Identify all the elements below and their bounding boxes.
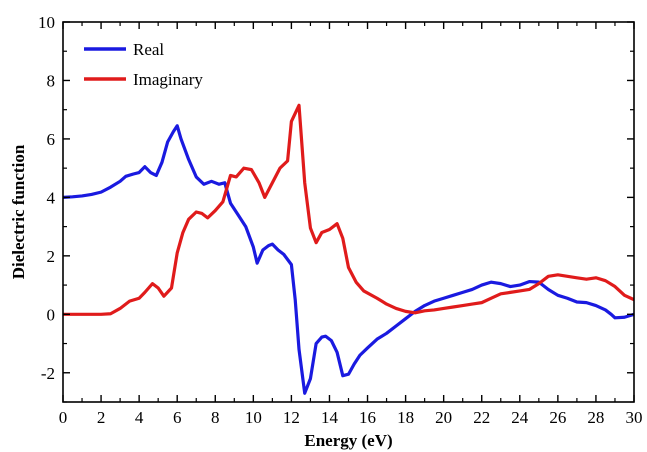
y-tick-label: 8	[47, 71, 56, 90]
x-tick-label: 6	[173, 408, 182, 427]
x-tick-label: 0	[59, 408, 68, 427]
x-tick-label: 10	[245, 408, 262, 427]
x-tick-label: 26	[549, 408, 566, 427]
x-tick-label: 4	[135, 408, 144, 427]
series-line-imaginary	[63, 103, 634, 316]
x-tick-label: 8	[211, 408, 220, 427]
plot-frame	[62, 21, 635, 403]
x-tick-label: 2	[97, 408, 106, 427]
legend: Real Imaginary	[84, 40, 203, 89]
y-tick-label: 4	[47, 188, 56, 207]
x-tick-label: 24	[511, 408, 529, 427]
y-tick-label: -2	[41, 364, 55, 383]
x-tick-label: 16	[359, 408, 376, 427]
x-tick-label: 22	[473, 408, 490, 427]
y-tick-label: 0	[47, 305, 56, 324]
x-tick-label: 12	[283, 408, 300, 427]
x-tick-label: 14	[321, 408, 339, 427]
legend-label-real: Real	[133, 40, 164, 59]
x-tick-label: 30	[626, 408, 643, 427]
y-tick-label: 6	[47, 130, 56, 149]
x-tick-label: 28	[587, 408, 604, 427]
series-layer	[63, 103, 634, 395]
legend-label-imaginary: Imaginary	[133, 70, 203, 89]
x-axis-title: Energy (eV)	[304, 431, 392, 450]
y-tick-label: 10	[38, 13, 55, 32]
x-tick-label: 18	[397, 408, 414, 427]
x-tick-label: 20	[435, 408, 452, 427]
y-axis-title: Dielectric function	[9, 144, 28, 279]
series-line-real	[63, 124, 634, 395]
y-tick-label: 2	[47, 247, 56, 266]
